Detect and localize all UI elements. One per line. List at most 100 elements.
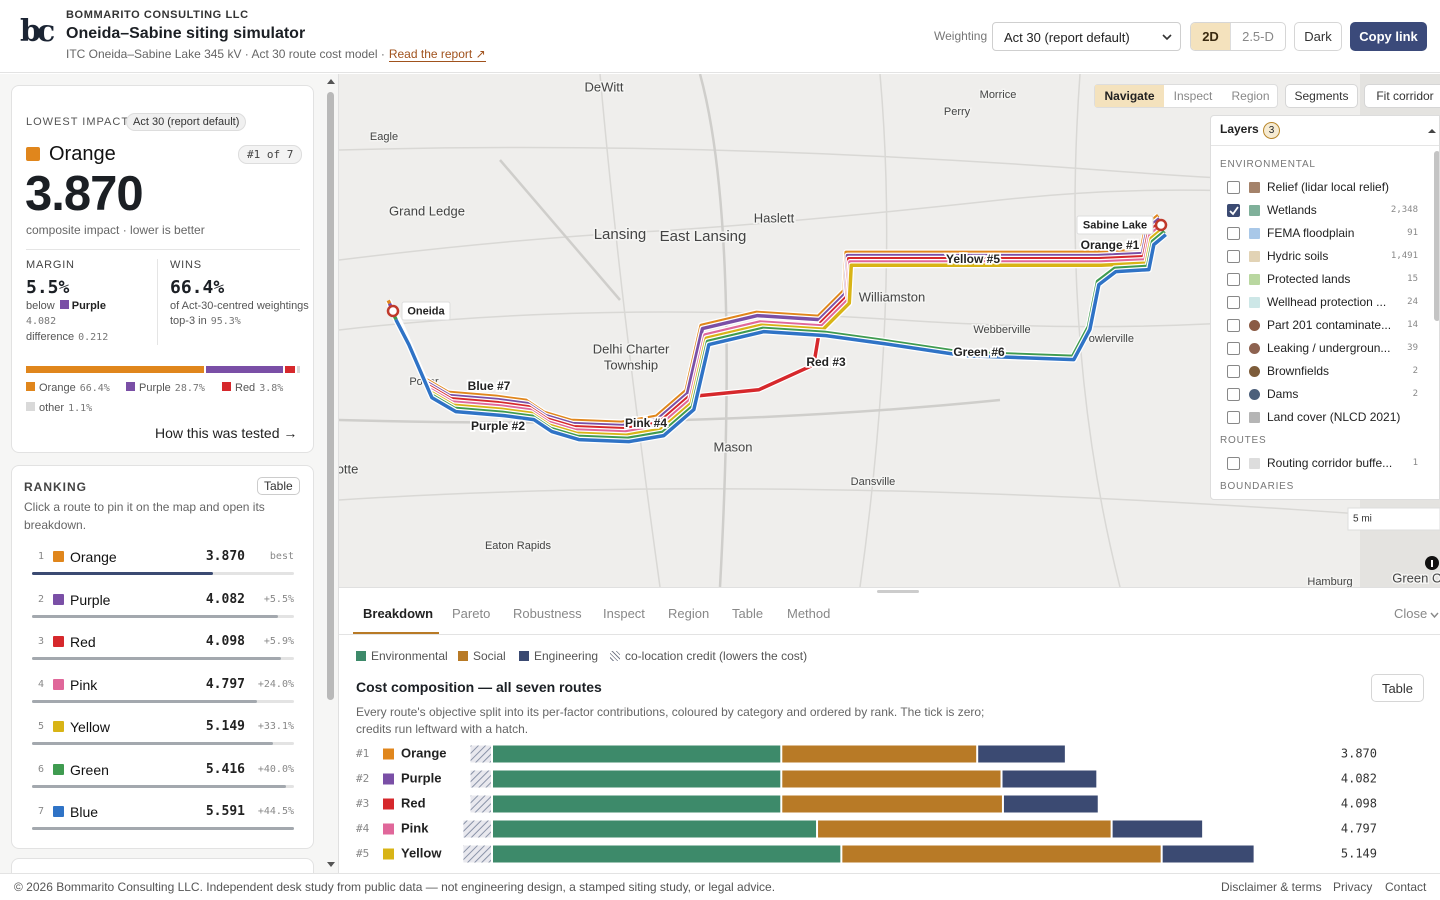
scrollbar — [327, 92, 334, 700]
layers-scrollbar — [1434, 151, 1439, 321]
checkbox[interactable] — [1227, 342, 1240, 355]
difference: difference 0.212 — [26, 331, 108, 343]
checkbox[interactable] — [1227, 411, 1240, 424]
tab[interactable]: Robustness — [513, 606, 582, 621]
route-name[interactable]: Pink — [70, 676, 98, 693]
route-name[interactable]: Blue — [70, 804, 99, 820]
wins-note: of Act-30-centred weightings — [170, 300, 309, 312]
tool-button[interactable]: Region — [1231, 89, 1270, 103]
tab[interactable]: Pareto — [452, 606, 491, 621]
chart-table[interactable]: Table — [1371, 674, 1424, 702]
credit-name: co-location credit (lowers the cost) — [625, 649, 808, 663]
endpoint-label: Sabine Lake — [1083, 219, 1147, 231]
checkbox[interactable] — [1227, 365, 1240, 378]
layers-section: ROUTES — [1220, 435, 1267, 446]
rank: 4 — [38, 678, 45, 690]
footer-link[interactable]: Privacy — [1333, 880, 1373, 894]
layer-count: 1 — [1412, 458, 1418, 468]
checkbox[interactable] — [1227, 457, 1240, 470]
checkbox[interactable] — [1227, 227, 1240, 240]
checkbox[interactable] — [1227, 181, 1240, 194]
lowest-impact-card: LOWEST IMPACT Act 30 (report default) Oran… — [11, 85, 314, 453]
layer-swatch — [1249, 320, 1260, 331]
tab[interactable]: Breakdown — [363, 606, 434, 621]
social-bar — [818, 820, 1111, 838]
checkbox[interactable] — [1227, 250, 1240, 263]
footer-link[interactable]: Contact — [1385, 880, 1427, 894]
route-score: 5.591 — [205, 804, 245, 819]
environmental-bar — [492, 770, 781, 788]
tool-button[interactable]: Segments — [1285, 84, 1358, 108]
copy-link[interactable]: Copy link — [1350, 22, 1427, 51]
chart-description: credits run leftward with a hatch. — [356, 722, 529, 736]
checkbox[interactable] — [1227, 204, 1240, 217]
tested-link[interactable]: How this was tested → — [155, 425, 298, 441]
tool-button[interactable]: Inspect — [1173, 89, 1213, 103]
credit-swatch — [610, 651, 620, 661]
route-swatch — [53, 678, 64, 690]
panel-caret[interactable] — [1427, 127, 1437, 135]
logo: bc — [20, 14, 55, 49]
tab[interactable]: Inspect — [603, 606, 645, 621]
row-rank: #4 — [356, 822, 370, 835]
score-track — [32, 614, 294, 618]
top3-value: 95.3% — [210, 316, 241, 327]
score-track — [32, 699, 294, 703]
place-label: DeWitt — [585, 79, 624, 94]
view-2d[interactable]: 2D — [1191, 23, 1230, 50]
engineering-bar — [1162, 845, 1254, 863]
routes — [385, 213, 1168, 445]
place-label: Township — [604, 357, 658, 372]
checkbox[interactable] — [1227, 388, 1240, 401]
margin-value: 5.5% — [26, 277, 70, 298]
tab[interactable]: Method — [787, 606, 831, 621]
ranking-table[interactable]: Table — [257, 477, 300, 495]
share-segment — [205, 366, 283, 373]
share-name: Purple — [139, 382, 171, 394]
route-name[interactable]: Orange — [70, 549, 117, 565]
place-label: Delhi Charter — [593, 341, 670, 356]
endpoint-box — [1076, 215, 1154, 235]
tab[interactable]: Region — [668, 606, 710, 621]
place-label: Grand Ledge — [389, 203, 465, 218]
route-name[interactable]: Red — [70, 634, 96, 650]
engineering-bar — [978, 745, 1065, 763]
route-name[interactable]: Purple — [70, 591, 111, 608]
score-track — [32, 784, 294, 788]
scale-box — [1347, 507, 1440, 531]
checkbox[interactable] — [1227, 296, 1240, 309]
layer-count: 14 — [1407, 320, 1418, 330]
layer-swatch — [1249, 412, 1260, 423]
endpoint-label: Oneida — [407, 305, 445, 317]
layer-count: 2 — [1412, 366, 1418, 376]
close[interactable]: Close — [1394, 606, 1428, 621]
place-label: Eagle — [370, 131, 398, 143]
view-25d[interactable]: 2.5-D — [1230, 23, 1285, 50]
report-link[interactable]: Read the report ↗ — [388, 47, 486, 62]
scale-label: 5 mi — [1353, 514, 1372, 525]
footer-link[interactable]: Disclaimer & terms — [1221, 880, 1322, 894]
checkbox[interactable] — [1227, 319, 1240, 332]
score-fill — [32, 742, 274, 745]
vdivider — [157, 259, 158, 345]
checkbox[interactable] — [1227, 273, 1240, 286]
route-name[interactable]: Yellow — [70, 719, 110, 735]
tool-button[interactable]: Navigate — [1095, 85, 1164, 107]
environmental-bar — [492, 745, 781, 763]
tab[interactable]: Table — [732, 606, 764, 621]
share-name: other — [39, 402, 65, 414]
row-rank: #1 — [356, 747, 369, 760]
dark-toggle[interactable]: Dark — [1294, 22, 1342, 51]
score-fill — [32, 827, 294, 830]
route-name[interactable]: Green — [70, 761, 109, 778]
highway — [698, 74, 728, 587]
view-toggle: 2D 2.5-D — [1190, 22, 1286, 51]
tool-button[interactable]: Fit corridor — [1364, 84, 1440, 108]
credit-bar — [470, 745, 491, 763]
route-label: Orange #1 — [1081, 238, 1140, 252]
weighting-select[interactable]: Act 30 (report default) — [992, 22, 1181, 51]
score-fill — [32, 614, 279, 618]
environmental-bar — [492, 845, 841, 863]
road — [339, 488, 1440, 521]
route-delta: +40.0% — [257, 763, 294, 775]
